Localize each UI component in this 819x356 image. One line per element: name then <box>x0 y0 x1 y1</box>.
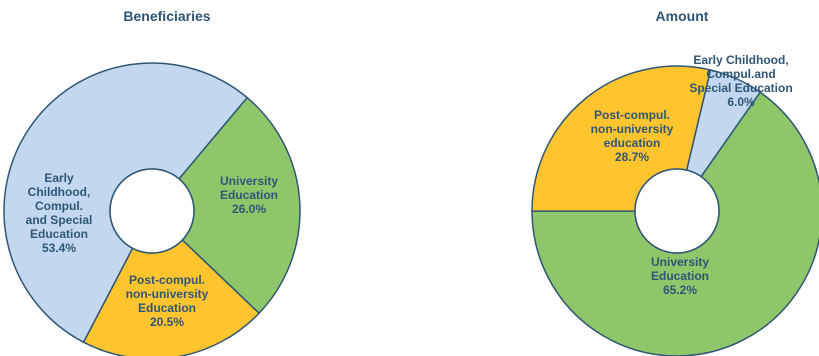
slice-label-line: 65.2% <box>663 283 697 297</box>
slice-label-line: Education <box>220 188 278 202</box>
slice-label-line: Post-compul. <box>594 108 670 122</box>
slice-label-line: Education <box>651 269 709 283</box>
slice-label-line: Early Childhood, <box>693 53 788 67</box>
slice-label-line: 26.0% <box>232 202 266 216</box>
slice-label-line: and Special <box>26 213 93 227</box>
slice-label-line: 28.7% <box>615 150 649 164</box>
slice-label-line: Education <box>30 227 88 241</box>
donut-hole <box>634 168 720 254</box>
slice-label-line: 53.4% <box>42 241 76 255</box>
slice-label-line: Special Education <box>689 81 792 95</box>
slice-label-line: Compul. <box>35 199 83 213</box>
slice-label-post-compul-non-university-education: Post-compul. non-university Education 20.5% <box>126 273 209 329</box>
slice-label-line: Post-compul. <box>129 273 205 287</box>
slice-label-line: Education <box>138 301 196 315</box>
slice-label-line: 6.0% <box>727 95 755 109</box>
chart-title: Amount <box>656 8 709 24</box>
slice-label-early-childhood-compul-and-special-education: Early Childhood, Compul.and Special Educat… <box>689 53 792 109</box>
slice-label-line: education <box>604 136 661 150</box>
slice-label-line: University <box>220 174 278 188</box>
donut-chart-amount: Amount University Education 65.2% Post-compu… <box>531 8 819 356</box>
slice-label-line: Compul.and <box>706 67 775 81</box>
slice-label-line: 20.5% <box>150 315 184 329</box>
slice-label-line: Early <box>44 171 74 185</box>
slice-label-post-compul-non-university-education: Post-compul. non-university education 28.7% <box>591 108 674 164</box>
slice-label-line: University <box>651 255 709 269</box>
slice-label-line: non-university <box>591 122 674 136</box>
slice-label-line: Childhood, <box>28 185 91 199</box>
donut-hole <box>109 168 195 254</box>
chart-title: Beneficiaries <box>123 8 210 24</box>
slice-label-university-education: University Education 26.0% <box>220 174 278 216</box>
slice-label-line: non-university <box>126 287 209 301</box>
slice-label-university-education: University Education 65.2% <box>651 255 709 297</box>
slice-label-early-childhood-compul-and-special-education: Early Childhood, Compul. and Special Educati… <box>26 171 93 255</box>
